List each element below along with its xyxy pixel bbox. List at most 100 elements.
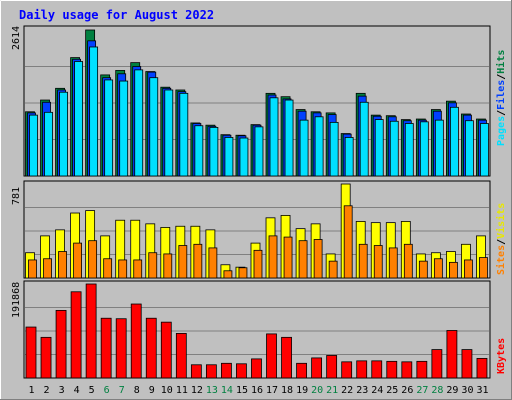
bar-kbytes-day-18 [281, 336, 292, 379]
bar-sites-day-23 [358, 243, 368, 279]
x-label-day-18: 18 [281, 385, 293, 396]
x-label-day-20: 20 [311, 385, 323, 396]
panel3-ymax-label: 191868 [11, 282, 22, 318]
bar-kbytes-day-27 [416, 360, 428, 379]
bar-pages-day-9 [149, 77, 159, 177]
bar-pages-day-12 [194, 125, 204, 177]
bar-sites-day-29 [449, 261, 458, 279]
x-label-day-10: 10 [161, 385, 173, 396]
bar-pages-day-23 [359, 101, 369, 177]
bar-pages-day-31 [480, 123, 489, 177]
bar-pages-day-22 [344, 137, 354, 177]
x-label-day-27: 27 [416, 385, 428, 396]
bar-kbytes-day-16 [251, 358, 262, 379]
bar-sites-day-13 [208, 247, 218, 279]
bar-kbytes-day-25 [386, 360, 398, 379]
bar-pages-day-13 [209, 127, 219, 177]
legend-hits: Hits [495, 50, 507, 74]
bar-sites-day-4 [73, 242, 82, 279]
bar-sites-day-21 [328, 260, 338, 279]
bar-sites-day-5 [88, 240, 98, 279]
bar-sites-day-6 [103, 258, 113, 279]
x-axis-labels: 1 2 3 4 5 6 7 8 9 10 11 12 13 14 15 16 17 18 19 20 21 22 23 24 2… [29, 385, 489, 396]
bar-kbytes-day-15 [236, 363, 247, 379]
bar-sites-day-17 [268, 235, 278, 279]
legend-files: Files [495, 80, 507, 110]
bar-pages-day-7 [119, 80, 129, 177]
x-label-day-17: 17 [266, 385, 278, 396]
bar-kbytes-day-30 [461, 349, 473, 379]
bar-sites-day-8 [133, 259, 143, 279]
bar-pages-day-27 [419, 121, 429, 177]
x-label-day-12: 12 [191, 385, 203, 396]
bar-kbytes-day-11 [175, 333, 187, 379]
bar-pages-day-10 [164, 89, 174, 177]
bar-sites-day-31 [479, 257, 488, 279]
bar-kbytes-day-1 [25, 326, 37, 379]
bar-pages-day-11 [179, 92, 189, 177]
x-label-day-14: 14 [221, 385, 233, 396]
bar-pages-day-2 [44, 111, 53, 177]
bar-pages-day-14 [224, 137, 234, 177]
bar-pages-day-20 [314, 116, 324, 177]
bar-sites-day-18 [283, 236, 293, 279]
legend-pages: Pages [496, 116, 507, 146]
bar-kbytes-day-3 [55, 309, 67, 379]
bar-sites-day-19 [298, 240, 308, 279]
x-label-day-29: 29 [446, 385, 458, 396]
bar-kbytes-day-6 [100, 317, 112, 379]
bar-kbytes-day-21 [326, 355, 338, 379]
bar-pages-day-30 [465, 120, 474, 177]
bar-kbytes-day-29 [446, 330, 458, 379]
x-label-day-28: 28 [431, 385, 443, 396]
legend-visits: Visits [495, 203, 507, 239]
x-label-day-3: 3 [59, 385, 65, 396]
bar-kbytes-day-14 [221, 362, 232, 379]
bar-sites-day-9 [148, 252, 158, 279]
bar-sites-day-20 [313, 239, 323, 279]
bar-sites-day-22 [343, 205, 353, 279]
bar-sites-day-25 [388, 247, 398, 279]
bar-sites-day-11 [178, 245, 188, 279]
bar-pages-day-17 [269, 97, 279, 177]
panel1-ymax-label: 2614 [11, 26, 22, 50]
legend-panel1: Pages/Files/Hits [495, 50, 507, 146]
panel2-ymax-label: 781 [11, 187, 22, 205]
bar-sites-day-30 [464, 259, 473, 279]
bar-sites-day-1 [28, 259, 37, 279]
bar-pages-day-18 [284, 99, 294, 177]
x-label-day-6: 6 [104, 385, 110, 396]
bar-pages-day-5 [89, 46, 99, 177]
bar-kbytes-day-7 [115, 318, 127, 379]
bar-kbytes-day-23 [356, 360, 368, 379]
x-label-day-26: 26 [401, 385, 413, 396]
bar-pages-day-8 [134, 69, 144, 177]
bar-kbytes-day-31 [476, 358, 488, 379]
bar-kbytes-day-13 [205, 364, 217, 379]
bar-kbytes-day-5 [85, 283, 97, 379]
bar-pages-day-29 [450, 106, 459, 177]
x-label-day-2: 2 [44, 385, 50, 396]
bar-kbytes-day-9 [145, 317, 157, 379]
legend-panel2: Sites/Visits [495, 203, 507, 275]
x-label-day-5: 5 [89, 385, 95, 396]
x-label-day-15: 15 [236, 385, 248, 396]
bar-sites-day-24 [373, 245, 383, 279]
x-label-day-1: 1 [29, 385, 35, 396]
x-label-day-23: 23 [356, 385, 368, 396]
bar-pages-day-28 [434, 119, 444, 177]
bar-kbytes-day-26 [401, 361, 413, 379]
bar-pages-day-21 [329, 121, 339, 177]
bar-sites-day-27 [418, 260, 428, 279]
bar-sites-day-26 [403, 243, 413, 279]
bar-pages-day-16 [254, 126, 264, 177]
bar-sites-day-14 [223, 270, 233, 279]
bar-sites-day-3 [58, 251, 67, 279]
bar-pages-day-26 [404, 123, 414, 177]
bar-kbytes-day-24 [371, 360, 383, 379]
legend-sites: Sites [495, 245, 507, 275]
bars-layer [25, 29, 489, 379]
bar-pages-day-25 [389, 120, 399, 177]
bar-sites-day-12 [193, 243, 203, 279]
bar-kbytes-day-2 [40, 336, 52, 379]
